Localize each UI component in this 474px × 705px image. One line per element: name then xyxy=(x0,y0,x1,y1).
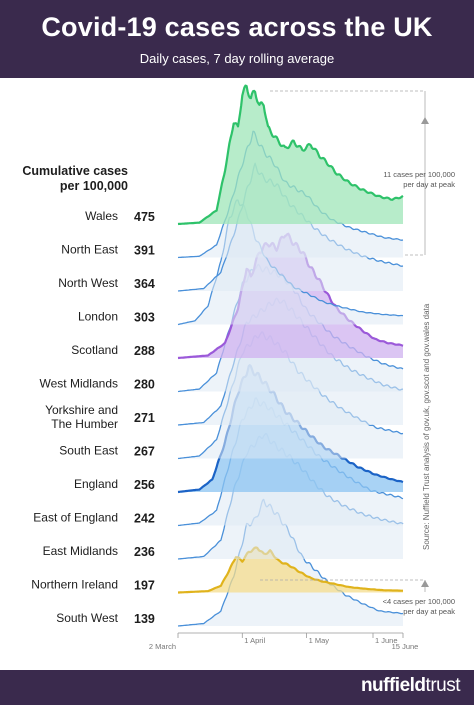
cumulative-value-northern-ireland: 197 xyxy=(134,579,155,593)
cumulative-heading-line1: Cumulative cases xyxy=(22,164,128,178)
cumulative-value-wales: 475 xyxy=(134,210,155,224)
cumulative-heading-line2: per 100,000 xyxy=(59,179,128,193)
page-subtitle: Daily cases, 7 day rolling average xyxy=(139,51,335,66)
region-label-east-of-england: East of England xyxy=(33,511,118,525)
cumulative-value-south-east: 267 xyxy=(134,445,155,459)
ridge-area-south-west xyxy=(178,499,403,626)
cumulative-value-scotland: 288 xyxy=(134,344,155,358)
nuffield-trust-logo: nuffieldtrust xyxy=(360,675,461,697)
cumulative-heading: Cumulative cases per 100,000 xyxy=(20,164,128,194)
cumulative-value-north-east: 391 xyxy=(134,244,155,258)
x-tick-label: 15 June xyxy=(392,642,419,651)
source-note: Source: Nuffield Trust analysis of gov.u… xyxy=(422,303,431,550)
region-label-south-east: South East xyxy=(59,444,118,458)
page-title: Covid-19 cases across the UK xyxy=(41,12,433,42)
cumulative-value-east-of-england: 242 xyxy=(134,512,155,526)
cumulative-value-east-midlands: 236 xyxy=(134,545,155,559)
ridgeline-chart: Wales 475 North East 391 North West 364 London… xyxy=(31,84,455,651)
x-tick-label: 1 May xyxy=(309,636,330,645)
ridge-wales xyxy=(177,84,404,226)
cumulative-value-england: 256 xyxy=(134,478,155,492)
x-tick-label: 1 June xyxy=(375,636,398,645)
brand-bold: nuffield xyxy=(360,675,426,696)
ridge-line-northern-ireland xyxy=(178,546,403,594)
x-tick-label: 2 March xyxy=(149,642,176,651)
ridgeline-series-group xyxy=(177,84,404,627)
header-banner: Covid-19 cases across the UK Daily cases… xyxy=(0,0,474,78)
ridge-northern-ireland xyxy=(178,546,403,594)
region-label-england: England xyxy=(74,477,118,491)
region-label-london: London xyxy=(78,310,118,324)
region-label-northern-ireland: Northern Ireland xyxy=(31,578,118,592)
peak-annotation-bottom: <4 cases per 100,000 per day at peak xyxy=(260,579,455,616)
region-label-east-midlands: East Midlands xyxy=(43,544,118,558)
peak-annotation-top-line2: per day at peak xyxy=(403,180,455,189)
ridge-line-wales xyxy=(177,84,404,226)
cumulative-value-west-midlands: 280 xyxy=(134,378,155,392)
brand-light: trust xyxy=(425,675,461,696)
region-label-north-east: North East xyxy=(61,243,118,257)
region-label-wales: Wales xyxy=(85,209,118,223)
peak-annotation-bottom-line2: per day at peak xyxy=(403,607,455,616)
cumulative-value-yorkshire-and-the-humber: 271 xyxy=(134,411,155,425)
cumulative-value-south-west: 139 xyxy=(134,612,155,626)
cumulative-value-north-west: 364 xyxy=(134,277,155,291)
peak-annotation-top: 11 cases per 100,000 per day at peak xyxy=(270,90,455,256)
region-label-scotland: Scotland xyxy=(71,343,118,357)
x-tick-label: 1 April xyxy=(244,636,265,645)
region-label-yorkshire-and-the-humber: Yorkshire and The Humber xyxy=(45,403,118,431)
ridge-area-wales xyxy=(178,85,403,224)
region-label-south-west: South West xyxy=(56,611,118,625)
peak-annotation-bottom-line1: <4 cases per 100,000 xyxy=(383,597,455,606)
region-label-west-midlands: West Midlands xyxy=(40,377,118,391)
footer-banner: nuffieldtrust xyxy=(0,670,474,705)
region-label-north-west: North West xyxy=(58,276,118,290)
ridge-area-northern-ireland xyxy=(178,547,403,593)
peak-annotation-top-line1: 11 cases per 100,000 xyxy=(383,170,455,179)
cumulative-value-london: 303 xyxy=(134,311,155,325)
region-labels-group: Wales 475 North East 391 North West 364 London… xyxy=(31,209,155,626)
